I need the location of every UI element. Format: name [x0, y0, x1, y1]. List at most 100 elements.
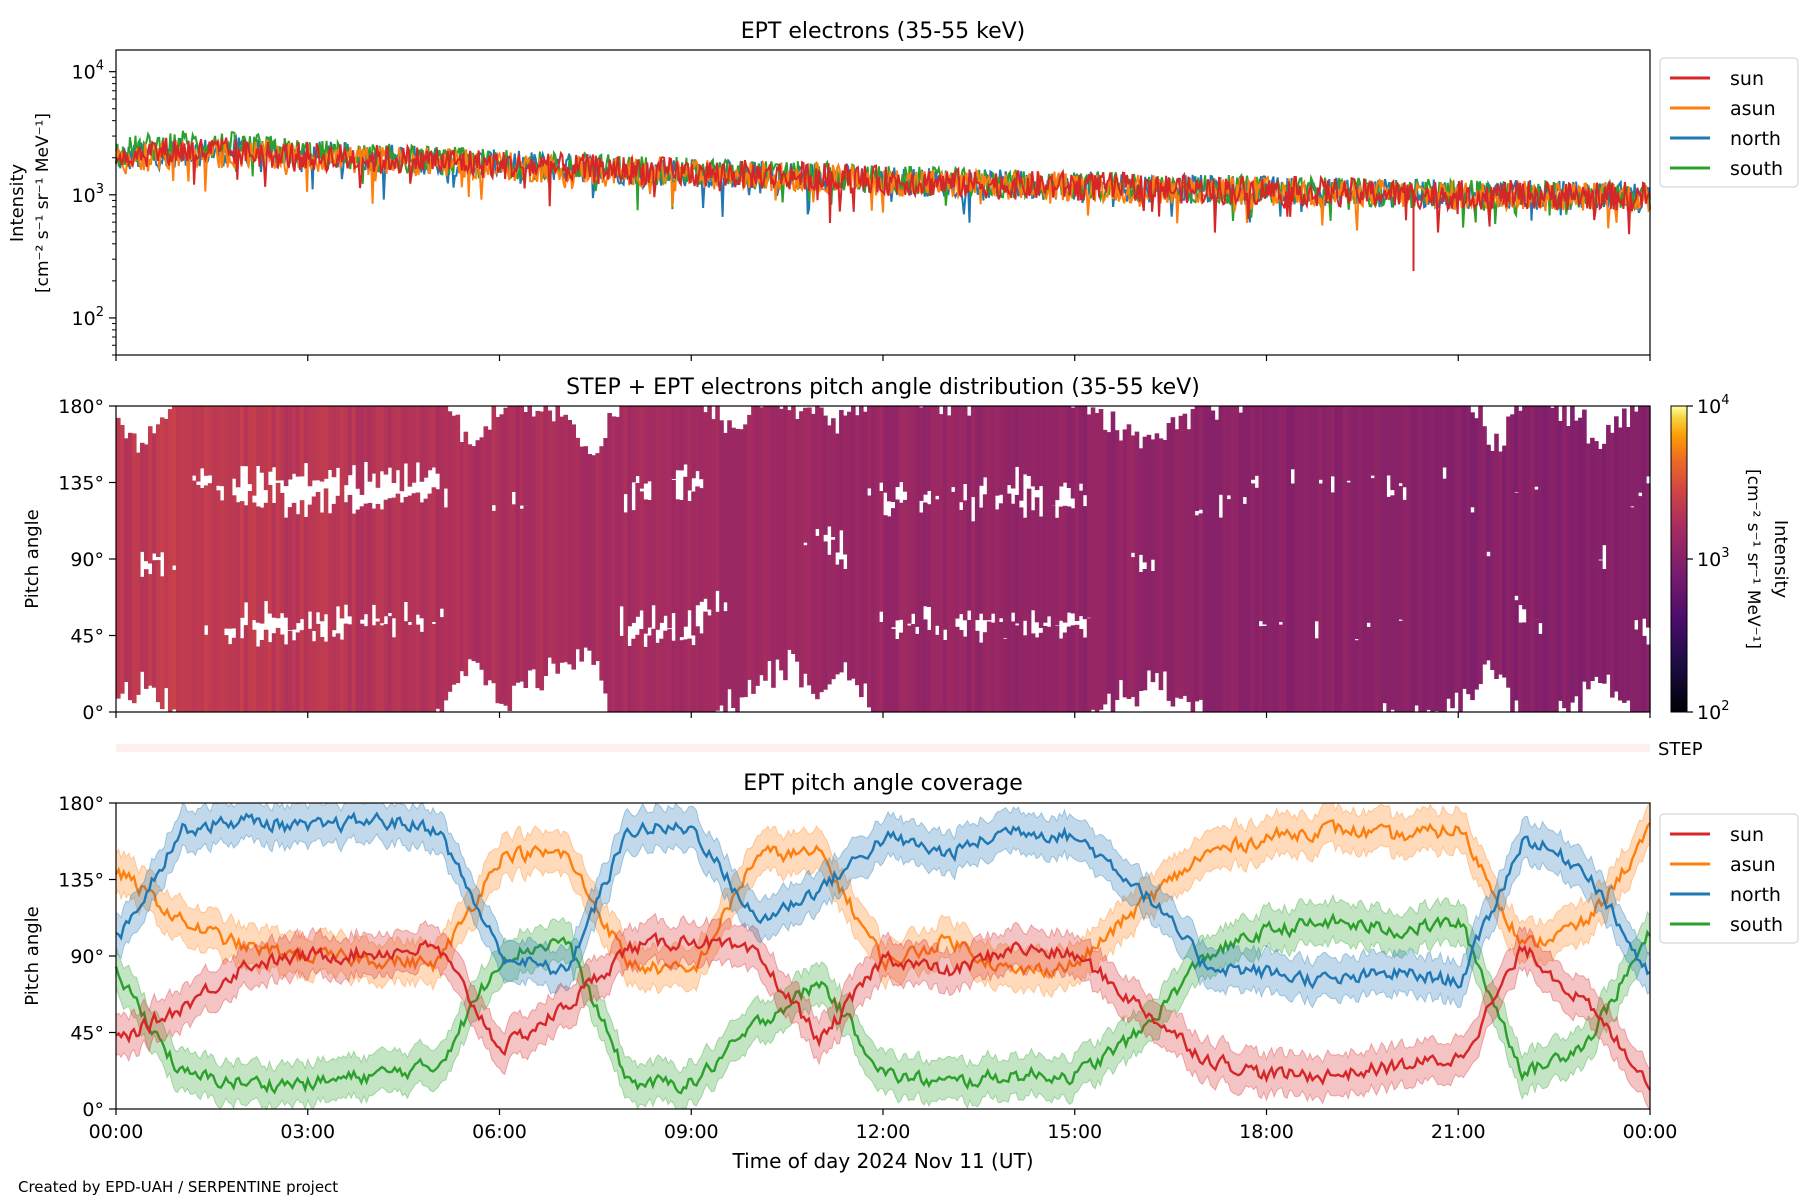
heatmap-cell [1246, 406, 1252, 712]
heatmap-cell [116, 417, 121, 699]
heatmap-cell [335, 633, 341, 712]
heatmap-cell [1226, 406, 1232, 496]
heatmap-cell [1250, 406, 1256, 480]
heatmap-cell [1442, 478, 1447, 712]
heatmap-cell [659, 638, 664, 712]
panel2-title: STEP + EPT electrons pitch angle distrib… [566, 375, 1200, 400]
heatmap-cell [1254, 487, 1260, 712]
heatmap-cell [1114, 430, 1120, 700]
heatmap-cell [219, 500, 225, 712]
heatmap-cell [123, 438, 129, 682]
heatmap-cell [295, 632, 301, 712]
heatmap-cell [831, 539, 836, 680]
heatmap-cell [743, 424, 748, 698]
heatmap-cell [407, 406, 413, 487]
panel1-data [115, 130, 1651, 272]
heatmap-cell [691, 645, 696, 712]
heatmap-cell [559, 416, 565, 663]
heatmap-cell [403, 406, 409, 464]
heatmap-cell [1426, 406, 1431, 710]
heatmap-cell [1534, 619, 1539, 712]
heatmap-cell [1126, 424, 1132, 699]
heatmap-cell [1218, 517, 1224, 712]
heatmap-cell [147, 426, 153, 564]
heatmap-cell [311, 406, 317, 481]
heatmap-cell [699, 633, 704, 712]
heatmap-cell [1398, 406, 1403, 484]
heatmap-cell [419, 502, 425, 619]
heatmap-cell [914, 406, 920, 627]
heatmap-cell [1030, 633, 1036, 712]
colorbar [1670, 405, 1688, 713]
heatmap-cell [311, 641, 317, 712]
heatmap-cell [1002, 406, 1008, 639]
heatmap-cell [299, 406, 305, 477]
heatmap-cell [651, 406, 656, 606]
y-tick-label: 0° [82, 1099, 104, 1121]
heatmap-cell [1198, 513, 1204, 700]
heatmap-cell [1462, 406, 1467, 689]
heatmap-cell [683, 406, 688, 465]
heatmap-cell [471, 446, 477, 662]
y-tick-label: 90° [70, 946, 104, 968]
heatmap-cell [1058, 406, 1064, 487]
heatmap-cell [1346, 482, 1351, 712]
heatmap-cell [255, 406, 261, 466]
heatmap-cell [1034, 406, 1040, 491]
heatmap-cell [323, 641, 329, 712]
heatmap-cell [511, 504, 517, 686]
heatmap-cell [811, 413, 816, 694]
heatmap-cell [659, 406, 664, 623]
heatmap-cell [1166, 423, 1172, 701]
heatmap-cell [1546, 406, 1551, 712]
heatmap-cell [687, 501, 692, 611]
colorbar-tick-label: 103 [1697, 546, 1729, 571]
step-strip [116, 744, 1650, 752]
heatmap-cell [1514, 600, 1519, 701]
heatmap-cell [339, 639, 345, 712]
heatmap-cell [879, 622, 884, 712]
heatmap-cell [1334, 406, 1339, 712]
heatmap-cell [867, 406, 872, 489]
heatmap-cell [990, 406, 996, 614]
heatmap-cell [327, 513, 333, 712]
heatmap-cell [954, 626, 960, 712]
heatmap-cell [1146, 434, 1152, 671]
heatmap-cell [1278, 624, 1284, 712]
heatmap-cell [1022, 406, 1028, 475]
heatmap-cell [699, 488, 704, 602]
heatmap-cell [635, 406, 640, 477]
heatmap-cell [1194, 406, 1200, 511]
series-line-south [114, 912, 1651, 1095]
heatmap-cell [223, 635, 229, 712]
heatmap-cell [347, 624, 353, 712]
heatmap-cell [547, 410, 553, 658]
heatmap-cell [1314, 638, 1320, 712]
heatmap-cell [1354, 640, 1359, 712]
heatmap-cell [1070, 508, 1076, 614]
heatmap-cell [1078, 490, 1084, 617]
heatmap-cell [894, 639, 900, 712]
heatmap-cell [663, 406, 668, 616]
heatmap-cell [535, 410, 541, 689]
heatmap-cell [1138, 572, 1144, 691]
heatmap-cell [922, 502, 928, 607]
heatmap-cell [343, 623, 349, 712]
heatmap-cell [295, 514, 301, 624]
heatmap-cell [1062, 406, 1068, 483]
heatmap-cell [1086, 414, 1092, 618]
heatmap-cell [1070, 625, 1076, 712]
heatmap-cell [1610, 432, 1615, 698]
heatmap-cell [1018, 507, 1024, 712]
heatmap-cell [139, 442, 145, 552]
heatmap-cell [1366, 626, 1371, 712]
heatmap-cell [603, 438, 608, 694]
heatmap-cell [159, 576, 165, 710]
heatmap-cell [363, 626, 369, 712]
heatmap-cell [1278, 406, 1284, 623]
heatmap-cell [623, 512, 628, 712]
heatmap-cell [723, 611, 728, 712]
heatmap-cell [1590, 437, 1595, 681]
heatmap-cell [1406, 406, 1411, 712]
heatmap-cell [775, 406, 780, 660]
